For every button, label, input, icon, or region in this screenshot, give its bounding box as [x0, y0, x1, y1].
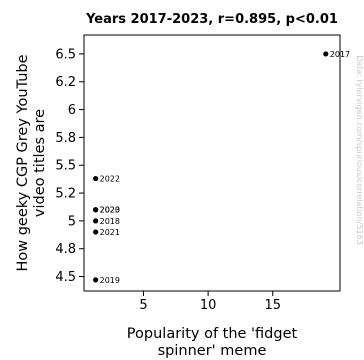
data-label-2019: 2019	[100, 276, 120, 285]
x-tick-label: 15	[264, 298, 281, 313]
x-tick-label: 10	[200, 298, 217, 313]
y-axis-label-line-2: video titles are	[32, 109, 48, 217]
data-label-2020: 2020	[100, 206, 120, 215]
x-tick-label: 5	[139, 298, 147, 313]
x-axis-label-line-2: spinner' meme	[158, 343, 267, 359]
data-points: 2017 2018 2019 2020 2021 2022 2023	[93, 50, 350, 285]
data-point-2023	[93, 207, 99, 213]
y-tick-label: 6.2	[55, 75, 76, 90]
y-tick-label: 6.5	[55, 47, 76, 62]
plot-area-frame	[83, 34, 341, 292]
data-label-2017: 2017	[330, 50, 350, 59]
data-point-2018	[93, 218, 99, 224]
y-tick-label: 5.5	[55, 159, 76, 174]
x-axis: 5 10 15	[139, 291, 281, 313]
data-label-2023: 2023	[100, 206, 120, 215]
x-axis-label-line-1: Popularity of the 'fidget	[127, 326, 298, 342]
data-point-2021	[93, 229, 99, 235]
data-label-2018: 2018	[100, 217, 120, 226]
watermark: Data: tylervigen.com/spurious/correlatio…	[355, 55, 364, 245]
y-tick-label: 5.8	[55, 131, 76, 146]
y-tick-label: 5.2	[55, 187, 76, 202]
data-point-2022	[93, 175, 99, 182]
y-axis: 4.5 4.8 5 5.2 5.5 5.8 6 6.2 6.5	[55, 47, 84, 285]
y-tick-label: 4.8	[55, 242, 76, 257]
chart-title: Years 2017-2023, r=0.895, p<0.01	[85, 12, 338, 27]
y-tick-label: 5	[68, 214, 76, 229]
y-axis-label-line-1: How geeky CGP Grey YouTube	[15, 54, 31, 271]
y-tick-label: 6	[68, 103, 76, 118]
data-label-2021: 2021	[100, 228, 120, 237]
data-label-2022: 2022	[100, 175, 120, 184]
data-point-2017	[323, 51, 329, 57]
data-point-2019	[93, 277, 99, 283]
y-tick-label: 4.5	[55, 270, 76, 285]
